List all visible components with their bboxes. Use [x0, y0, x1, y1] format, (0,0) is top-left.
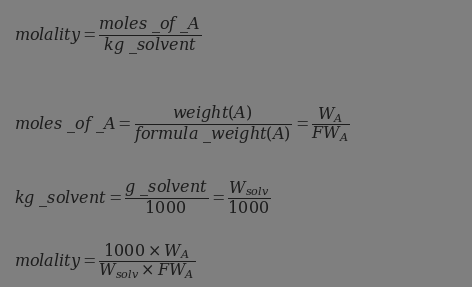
Text: $\mathit{moles\ \_of\ \_A} = \dfrac{\mathit{weight(A)}}{\mathit{formula\ \_weigh: $\mathit{moles\ \_of\ \_A} = \dfrac{\mat… [14, 103, 350, 146]
Text: $\mathit{kg\ \_solvent} = \dfrac{\mathit{g\ \_solvent}}{1000} = \dfrac{W_{solv}}: $\mathit{kg\ \_solvent} = \dfrac{\mathit… [14, 177, 270, 216]
Text: $\mathit{molality} = \dfrac{\mathit{moles\ \_of\ \_A}}{\mathit{kg\ \_solvent}}$: $\mathit{molality} = \dfrac{\mathit{mole… [14, 14, 202, 57]
Text: $\mathit{molality} = \dfrac{1000 \times W_{A}}{W_{solv} \times FW_{A}}$: $\mathit{molality} = \dfrac{1000 \times … [14, 241, 196, 281]
